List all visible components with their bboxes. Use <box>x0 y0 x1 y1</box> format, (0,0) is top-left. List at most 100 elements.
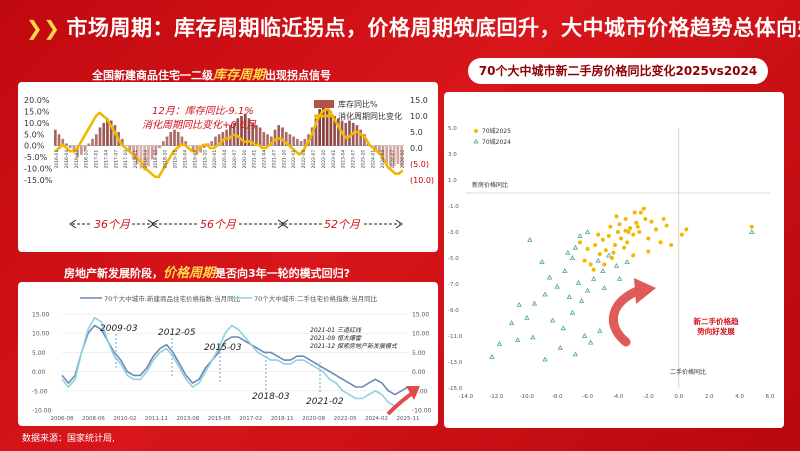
city-point-2025 <box>669 243 674 247</box>
city-point-2024 <box>597 327 603 333</box>
left-tick-label: -10.0% <box>24 165 53 174</box>
inventory-bar <box>98 127 102 146</box>
inventory-bar <box>385 145 389 164</box>
city-point-2025 <box>626 230 631 234</box>
city-point-2025 <box>661 217 666 221</box>
new-home-price-line <box>61 324 409 396</box>
x-tick-label: 6.0 <box>766 394 775 400</box>
x-tick-label: 2020-04 <box>222 150 228 169</box>
x-tick-label: 2021-04 <box>262 150 268 169</box>
x-tick-label: 2023-10 <box>360 150 366 169</box>
title-text: 市场周期：库存周期临近拐点，价格周期筑底回升，大中城市价格趋势总体向好 <box>66 16 800 40</box>
city-point-2024 <box>606 252 612 258</box>
inventory-bar <box>374 145 377 151</box>
inventory-bar <box>392 145 396 167</box>
inventory-bar <box>109 120 113 146</box>
inventory-bar <box>363 134 366 146</box>
left-tick-label: 5.0% <box>24 130 45 139</box>
city-point-2024 <box>524 314 530 320</box>
city-point-2025 <box>600 237 605 242</box>
inventory-bar <box>348 120 351 146</box>
y-tick-label: -7.0 <box>448 282 459 288</box>
inventory-bar <box>121 138 124 146</box>
inventory-bar <box>355 125 359 146</box>
panel1-subtitle: 全国新建商品住宅一二级库存周期出现拐点信号 <box>92 64 331 83</box>
city-point-2024 <box>578 298 585 303</box>
right-tick-label: (10.0) <box>410 176 434 185</box>
peak-label-1: 2009-03 <box>100 324 138 334</box>
city-point-2025 <box>593 243 598 247</box>
left-tick-label: -5.0% <box>24 153 48 162</box>
legend-swatch-inventory <box>314 100 334 108</box>
city-point-2024 <box>601 285 607 290</box>
right-tick-label: 5.0 <box>410 128 423 137</box>
city-point-2025 <box>617 222 622 227</box>
x-tick-label: 2019-01 <box>173 150 179 169</box>
inventory-bar <box>277 125 281 146</box>
city-point-2024 <box>569 255 576 260</box>
chart3-legend: 70城2025 70城2024 <box>473 128 511 146</box>
chart1-legend: 库存同比% 消化周期同比变化 <box>314 99 402 121</box>
x-tick-label: 2019-07 <box>192 150 198 169</box>
x-tick-label: -6.0 <box>582 394 593 400</box>
x-tick-label: 2016-07 <box>74 150 80 169</box>
cycle-peaks: 2009-03 2012-05 2015-03 2018-03 2021-02 <box>100 324 344 407</box>
inventory-bar <box>139 145 143 169</box>
city-point-2025 <box>585 246 590 251</box>
city-point-2024 <box>584 287 591 293</box>
city-point-2024 <box>542 291 548 297</box>
inventory-bar <box>240 116 243 146</box>
inventory-bar <box>296 138 299 146</box>
x-tick-label: 2023-04 <box>341 150 347 169</box>
inventory-bar <box>325 109 329 146</box>
city-point-2025 <box>609 256 614 260</box>
legend-label-new: 70个大中城市:新建商品住宅价格指数:当月同比 <box>104 294 241 303</box>
inventory-bar <box>329 111 333 146</box>
inventory-bar <box>288 134 292 146</box>
left-tick-label: -5.00 <box>32 388 48 395</box>
inventory-bar <box>113 125 117 146</box>
x-tick-label: 2020-10 <box>242 150 248 169</box>
city-point-2024 <box>557 344 563 350</box>
inventory-bar <box>132 145 135 160</box>
inventory-bar <box>336 118 340 146</box>
inventory-bar <box>87 143 91 146</box>
city-point-2024 <box>516 301 522 307</box>
scatter-title: 70个大中城市新二手房价格同比变化2025vs2024 <box>478 64 758 78</box>
city-point-2024 <box>587 339 594 345</box>
span-arrows <box>69 219 403 229</box>
policy-note-1: 2021-01 三道红线 <box>310 326 362 334</box>
policy-note-2: 2021-09 恒大爆雷 <box>310 334 362 342</box>
inventory-bar <box>169 132 173 146</box>
inventory-bar <box>176 132 180 146</box>
inventory-bar <box>61 138 65 146</box>
x-tick-label: 2019-04 <box>183 150 189 169</box>
trend-arrow-shaft <box>386 390 416 416</box>
city-point-2024 <box>624 259 630 264</box>
legend-label-second: 70个大中城市:二手住宅价格指数:当月同比 <box>254 294 378 303</box>
resale-price-line <box>61 316 409 407</box>
inventory-bar <box>281 127 284 146</box>
city-point-2025 <box>664 223 669 228</box>
city-point-2025 <box>635 224 640 229</box>
city-point-2025 <box>596 232 601 237</box>
x-tick-label: 2011-11 <box>145 416 168 422</box>
x-tick-label: 2022-04 <box>301 150 307 169</box>
city-point-2024 <box>572 351 579 357</box>
page-title: ❯❯ 市场周期：库存周期临近拐点，价格周期筑底回升，大中城市价格趋势总体向好 <box>26 12 800 42</box>
left-tick-label: 15.0% <box>24 107 50 116</box>
right-tick-label: 0.0 <box>410 144 423 153</box>
inventory-bar <box>217 134 221 146</box>
city-point-2024 <box>508 320 515 325</box>
city-point-2025 <box>612 243 617 247</box>
city-point-2025 <box>606 233 611 238</box>
city-point-2025 <box>623 217 628 221</box>
x-tick-label: 2015-05 <box>208 416 231 422</box>
y-tick-label: -11.0 <box>448 334 463 340</box>
x-tick-label: 2018-10 <box>163 150 169 169</box>
x-tick-label: -2.0 <box>643 394 654 400</box>
city-point-2024 <box>565 249 571 255</box>
inventory-bar <box>199 145 202 153</box>
x-tick-label: 2024-02 <box>365 416 388 422</box>
y-tick-label: -1.0 <box>448 204 459 210</box>
